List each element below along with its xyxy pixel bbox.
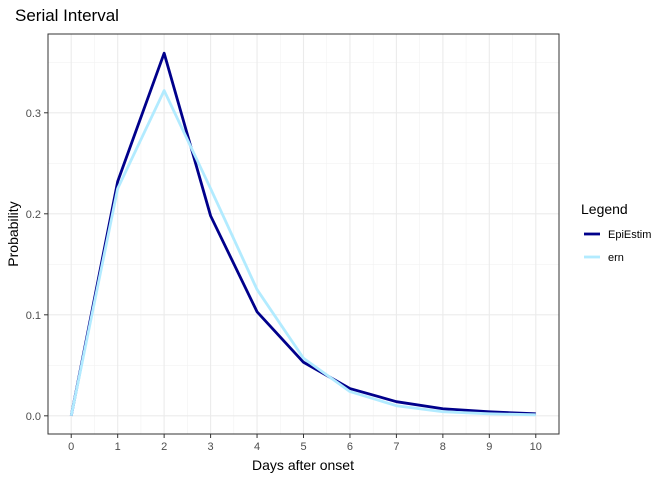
x-axis-title: Days after onset — [252, 457, 354, 473]
x-tick-label: 0 — [68, 441, 74, 453]
series-lines — [69, 51, 536, 417]
chart-title: Serial Interval — [15, 6, 119, 25]
series-line-ern — [69, 89, 536, 417]
x-tick-label: 3 — [208, 441, 214, 453]
grid-lines — [48, 34, 559, 434]
x-tick-label: 10 — [530, 441, 542, 453]
series-line-epiestim — [69, 51, 536, 417]
x-tick-label: 5 — [300, 441, 306, 453]
y-tick-label: 0.2 — [26, 209, 41, 221]
x-tick-label: 1 — [115, 441, 121, 453]
legend-label-ern: ern — [608, 252, 624, 264]
legend-items: EpiEstim ern — [584, 229, 651, 264]
x-tick-label: 9 — [486, 441, 492, 453]
y-tick-label: 0.1 — [26, 310, 41, 322]
x-tick-label: 8 — [440, 441, 446, 453]
y-tick-label: 0.3 — [26, 108, 41, 120]
x-tick-label: 4 — [254, 441, 260, 453]
x-axis: 0 1 2 3 4 5 6 7 8 9 10 — [68, 434, 542, 453]
legend-title: Legend — [581, 201, 628, 217]
x-tick-label: 2 — [161, 441, 167, 453]
x-tick-label: 6 — [347, 441, 353, 453]
y-axis-title: Probability — [5, 201, 21, 266]
x-tick-label: 7 — [393, 441, 399, 453]
y-axis: 0.0 0.1 0.2 0.3 — [26, 108, 48, 423]
legend: Legend EpiEstim ern — [581, 201, 651, 264]
legend-label-epiestim: EpiEstim — [608, 229, 651, 241]
y-tick-label: 0.0 — [26, 411, 41, 423]
